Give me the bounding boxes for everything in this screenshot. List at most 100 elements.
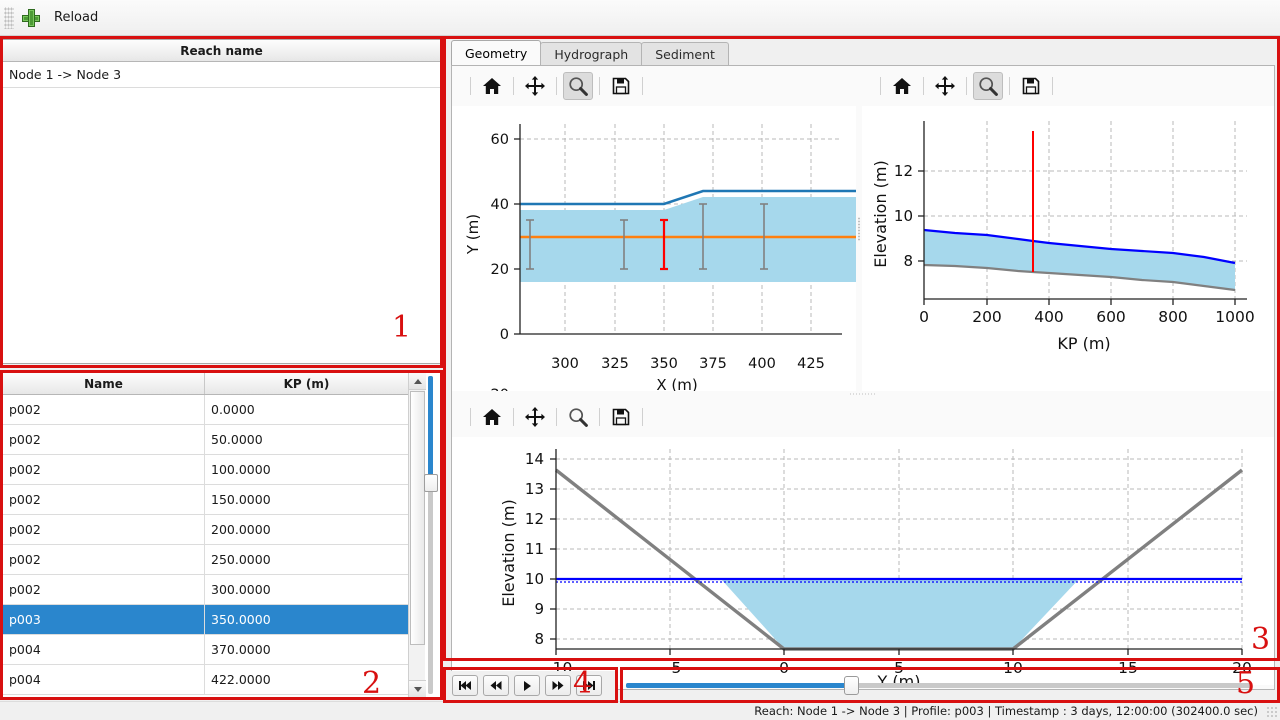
longitudinal-profile-chart[interactable]: 12 10 8 0 200 400 600 800 1000 Elevation (m) … (862, 106, 1274, 391)
toolbar-drag-handle[interactable] (4, 6, 14, 29)
profile-table-body: p002 0.0000 p002 50.0000 p002 100.0000 p002 150… (3, 395, 408, 695)
rewind-icon[interactable] (483, 675, 509, 696)
svg-text:1000: 1000 (1215, 308, 1254, 326)
tab-sediment[interactable]: Sediment (641, 42, 729, 66)
floppy-disk-icon[interactable] (606, 72, 636, 100)
slider-thumb[interactable] (424, 474, 438, 492)
floppy-disk-icon[interactable] (1016, 72, 1046, 100)
fast-forward-icon[interactable] (545, 675, 571, 696)
cell-name: p004 (3, 635, 205, 664)
cell-kp: 250.0000 (211, 552, 271, 567)
svg-text:300: 300 (551, 356, 579, 372)
cell-name: p002 (3, 455, 205, 484)
move-icon[interactable] (930, 72, 960, 100)
cell-name: p002 (3, 395, 205, 424)
svg-text:10: 10 (525, 570, 544, 588)
cell-name: p004 (3, 665, 205, 694)
floppy-disk-icon[interactable] (606, 403, 636, 431)
cell-kp: 50.0000 (211, 432, 263, 447)
status-bar: Reach: Node 1 -> Node 3 | Profile: p003 … (0, 701, 1280, 720)
table-row[interactable]: p002 200.0000 (3, 515, 408, 545)
table-row[interactable]: p002 150.0000 (3, 485, 408, 515)
svg-text:0: 0 (500, 327, 509, 343)
svg-text:−20: −20 (478, 387, 509, 391)
scroll-down-arrow-icon[interactable] (409, 680, 426, 697)
svg-text:12: 12 (894, 162, 913, 180)
table-row[interactable]: p002 250.0000 (3, 545, 408, 575)
skip-to-end-icon[interactable] (576, 675, 602, 696)
magnifier-icon[interactable] (563, 403, 593, 431)
tab-geometry[interactable]: Geometry (451, 40, 542, 66)
home-icon[interactable] (477, 72, 507, 100)
tab-bar: Geometry Hydrograph Sediment (451, 40, 729, 66)
svg-text:20: 20 (491, 262, 509, 278)
reach-name-column-header[interactable]: Reach name (3, 40, 440, 62)
longitudinal-plot-toolbar (862, 66, 1274, 106)
profile-index-slider[interactable] (423, 372, 439, 698)
table-row[interactable]: p004 422.0000 (3, 665, 408, 695)
profile-table-scrollbar[interactable] (408, 373, 426, 697)
slider-track (428, 376, 433, 694)
vertical-splitter[interactable] (452, 391, 1274, 397)
slider-thumb[interactable] (844, 676, 859, 695)
svg-text:X (m): X (m) (656, 376, 697, 391)
magnifier-icon[interactable] (973, 72, 1003, 100)
svg-text:KP (m): KP (m) (1057, 334, 1110, 353)
slider-fill (428, 376, 433, 486)
tab-hydrograph[interactable]: Hydrograph (540, 42, 643, 66)
status-text: Reach: Node 1 -> Node 3 | Profile: p003 … (754, 704, 1258, 718)
profile-table: Name KP (m) p002 0.0000 p002 50.0000 p002 100… (3, 373, 408, 697)
table-row[interactable]: p003 350.0000 (3, 605, 408, 635)
reach-list-panel: Reach name Node 1 -> Node 3 (2, 39, 441, 364)
table-row[interactable]: p002 0.0000 (3, 395, 408, 425)
svg-text:40: 40 (491, 197, 509, 213)
move-icon[interactable] (520, 72, 550, 100)
magnifier-icon[interactable] (563, 72, 593, 100)
scroll-up-arrow-icon[interactable] (409, 373, 426, 390)
cell-name: p002 (3, 545, 205, 574)
svg-text:Y (m): Y (m) (464, 214, 482, 255)
skip-to-start-icon[interactable] (452, 675, 478, 696)
plus-icon[interactable] (22, 8, 40, 27)
resize-grip[interactable] (1266, 706, 1278, 718)
svg-text:13: 13 (525, 480, 544, 498)
svg-text:425: 425 (797, 356, 825, 372)
plan-view-chart[interactable]: 60 40 20 0 −20 300 325 350 375 400 425 (452, 106, 856, 391)
cell-name: p002 (3, 515, 205, 544)
playback-controls (446, 671, 618, 700)
svg-text:12: 12 (525, 510, 544, 528)
cross-section-plot-toolbar (452, 397, 1274, 437)
svg-text:8: 8 (534, 630, 544, 648)
svg-text:60: 60 (491, 132, 509, 148)
home-icon[interactable] (477, 403, 507, 431)
cell-kp: 370.0000 (211, 642, 271, 657)
cell-name: p002 (3, 425, 205, 454)
play-icon[interactable] (514, 675, 540, 696)
horizontal-splitter-top[interactable] (856, 66, 862, 391)
table-row[interactable]: p002 300.0000 (3, 575, 408, 605)
cell-name: p002 (3, 485, 205, 514)
svg-text:800: 800 (1158, 308, 1188, 326)
cell-kp: 0.0000 (211, 402, 255, 417)
scrollbar-thumb[interactable] (410, 391, 425, 645)
column-header-kp[interactable]: KP (m) (283, 376, 330, 391)
table-row[interactable]: p004 370.0000 (3, 635, 408, 665)
move-icon[interactable] (520, 403, 550, 431)
table-row[interactable]: p002 50.0000 (3, 425, 408, 455)
profile-table-panel: Name KP (m) p002 0.0000 p002 50.0000 p002 100… (2, 372, 441, 698)
table-row[interactable]: p002 100.0000 (3, 455, 408, 485)
svg-text:14: 14 (525, 450, 544, 468)
svg-text:11: 11 (525, 540, 544, 558)
cell-kp: 100.0000 (211, 462, 271, 477)
column-header-name[interactable]: Name (3, 373, 205, 394)
timestep-slider[interactable] (622, 671, 1256, 700)
reach-list-item[interactable]: Node 1 -> Node 3 (3, 62, 440, 88)
cell-name: p003 (3, 605, 205, 634)
svg-text:8: 8 (903, 252, 913, 270)
home-icon[interactable] (887, 72, 917, 100)
reload-button[interactable]: Reload (54, 10, 99, 25)
cell-kp: 300.0000 (211, 582, 271, 597)
